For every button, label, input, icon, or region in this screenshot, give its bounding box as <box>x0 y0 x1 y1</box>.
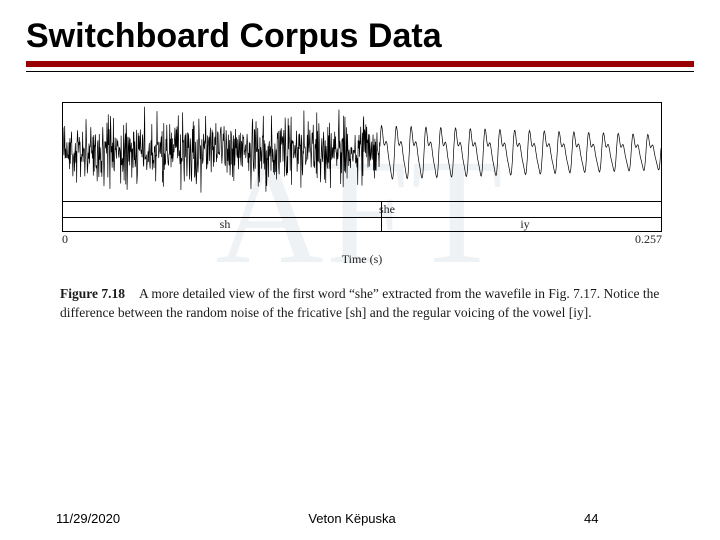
seg-divider-h <box>63 217 661 218</box>
waveform-plot: she sh iy 0 0.257 Time (s) <box>62 102 662 267</box>
figure-caption: Figure 7.18A more detailed view of the f… <box>60 285 660 321</box>
caption-text: A more detailed view of the first word “… <box>60 286 659 319</box>
title-rule <box>26 61 694 67</box>
footer-author: Veton Këpuska <box>308 511 395 526</box>
footer-page-number: 44 <box>584 511 664 526</box>
figure-number: Figure 7.18 <box>60 286 125 301</box>
figure-container: AFT she sh iy 0 0.257 Time (s) Figure 7.… <box>40 102 680 321</box>
segmentation-panel: she sh iy <box>62 202 662 232</box>
x-tick-min: 0 <box>62 232 68 247</box>
slide-footer: 11/29/2020 Veton Këpuska 44 <box>0 511 720 526</box>
title-rule-thin <box>26 71 694 72</box>
x-axis-label: Time (s) <box>62 252 662 267</box>
x-axis-ticks: 0 0.257 <box>62 232 662 250</box>
footer-date: 11/29/2020 <box>56 511 120 526</box>
waveform-panel <box>62 102 662 202</box>
waveform-svg <box>63 103 661 201</box>
x-tick-max: 0.257 <box>635 232 662 247</box>
page-title: Switchboard Corpus Data <box>26 18 694 55</box>
seg-label-word: she <box>379 202 395 217</box>
seg-label-phone-1: sh <box>220 217 231 232</box>
seg-label-phone-2: iy <box>520 217 529 232</box>
